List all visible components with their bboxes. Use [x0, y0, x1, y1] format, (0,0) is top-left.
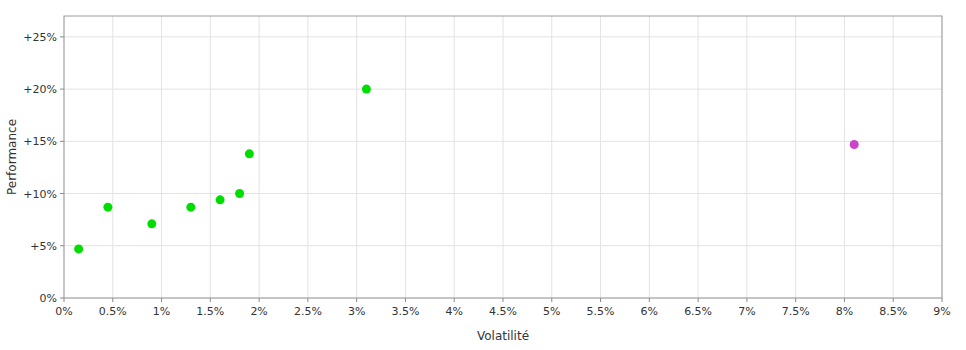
y-tick-label: +15%: [23, 135, 57, 148]
point: [103, 203, 112, 212]
point: [235, 189, 244, 198]
x-tick: [405, 298, 406, 302]
y-tick-label: +10%: [23, 188, 57, 201]
x-tick-label: 4.5%: [489, 305, 517, 318]
y-tick: [60, 89, 64, 90]
x-tick: [259, 298, 260, 302]
x-grid-line: [307, 16, 308, 298]
point: [216, 195, 225, 204]
point: [147, 219, 156, 228]
x-tick: [454, 298, 455, 302]
plot-frame: [64, 16, 942, 298]
x-tick: [844, 298, 845, 302]
point: [850, 140, 859, 149]
x-grid-line: [356, 16, 357, 298]
x-grid-line: [893, 16, 894, 298]
x-grid-line: [259, 16, 260, 298]
x-grid-line: [698, 16, 699, 298]
point: [186, 203, 195, 212]
y-axis-label: Performance: [5, 119, 19, 195]
x-tick-label: 0.5%: [99, 305, 127, 318]
x-tick-label: 6%: [641, 305, 658, 318]
x-tick: [746, 298, 747, 302]
y-grid-line: [64, 141, 942, 142]
x-tick: [112, 298, 113, 302]
y-tick: [60, 298, 64, 299]
x-tick-label: 3.5%: [391, 305, 419, 318]
x-tick: [307, 298, 308, 302]
x-tick-label: 5.5%: [587, 305, 615, 318]
x-tick-label: 9%: [933, 305, 950, 318]
x-tick-label: 4%: [445, 305, 462, 318]
y-grid-line: [64, 193, 942, 194]
tick-labels: 0% 0.5% 1% 1.5% 2% 2.5% 3% 3.5% 4% 4.5% 5% 5.5% 6% 6.…: [23, 31, 950, 318]
x-grid-line: [795, 16, 796, 298]
series: [850, 140, 859, 149]
x-tick: [210, 298, 211, 302]
plot-area: [64, 16, 942, 298]
x-grid-line: [600, 16, 601, 298]
grid: [64, 16, 942, 298]
x-grid-line: [454, 16, 455, 298]
y-tick-label: +25%: [23, 31, 57, 44]
x-tick: [161, 298, 162, 302]
x-tick: [942, 298, 943, 302]
x-tick-label: 8.5%: [879, 305, 907, 318]
x-grid-line: [649, 16, 650, 298]
x-tick-label: 7%: [738, 305, 755, 318]
y-tick-label: 0%: [40, 292, 57, 305]
x-axis-label: Volatilité: [477, 329, 529, 343]
y-tick-label: +5%: [30, 240, 57, 253]
x-tick: [795, 298, 796, 302]
y-tick-label: +20%: [23, 83, 57, 96]
y-tick: [60, 36, 64, 37]
x-tick-label: 3%: [348, 305, 365, 318]
y-tick: [60, 141, 64, 142]
x-tick-label: 5%: [543, 305, 560, 318]
x-tick: [64, 298, 65, 302]
x-grid-line: [551, 16, 552, 298]
point: [74, 244, 83, 253]
y-grid-line: [64, 89, 942, 90]
x-tick-label: 7.5%: [782, 305, 810, 318]
x-tick: [551, 298, 552, 302]
x-tick-label: 6.5%: [684, 305, 712, 318]
x-grid-line: [161, 16, 162, 298]
x-grid-line: [405, 16, 406, 298]
y-grid-line: [64, 36, 942, 37]
x-tick-label: 0%: [55, 305, 72, 318]
point: [245, 149, 254, 158]
x-tick: [698, 298, 699, 302]
x-grid-line: [746, 16, 747, 298]
x-tick-label: 1%: [153, 305, 170, 318]
points: [74, 85, 859, 254]
y-tick: [60, 245, 64, 246]
x-tick: [893, 298, 894, 302]
point: [362, 85, 371, 94]
x-grid-line: [844, 16, 845, 298]
x-tick-label: 2.5%: [294, 305, 322, 318]
x-grid-line: [503, 16, 504, 298]
chart: 0% 0.5% 1% 1.5% 2% 2.5% 3% 3.5% 4% 4.5% 5% 5.5% 6% 6.…: [0, 0, 966, 350]
series: [74, 85, 371, 254]
x-tick-label: 2%: [250, 305, 267, 318]
x-grid-line: [112, 16, 113, 298]
x-tick: [503, 298, 504, 302]
x-grid-line: [210, 16, 211, 298]
y-grid-line: [64, 245, 942, 246]
x-tick-label: 8%: [836, 305, 853, 318]
x-tick: [600, 298, 601, 302]
x-tick-label: 1.5%: [196, 305, 224, 318]
x-tick: [649, 298, 650, 302]
x-tick: [356, 298, 357, 302]
y-tick: [60, 193, 64, 194]
